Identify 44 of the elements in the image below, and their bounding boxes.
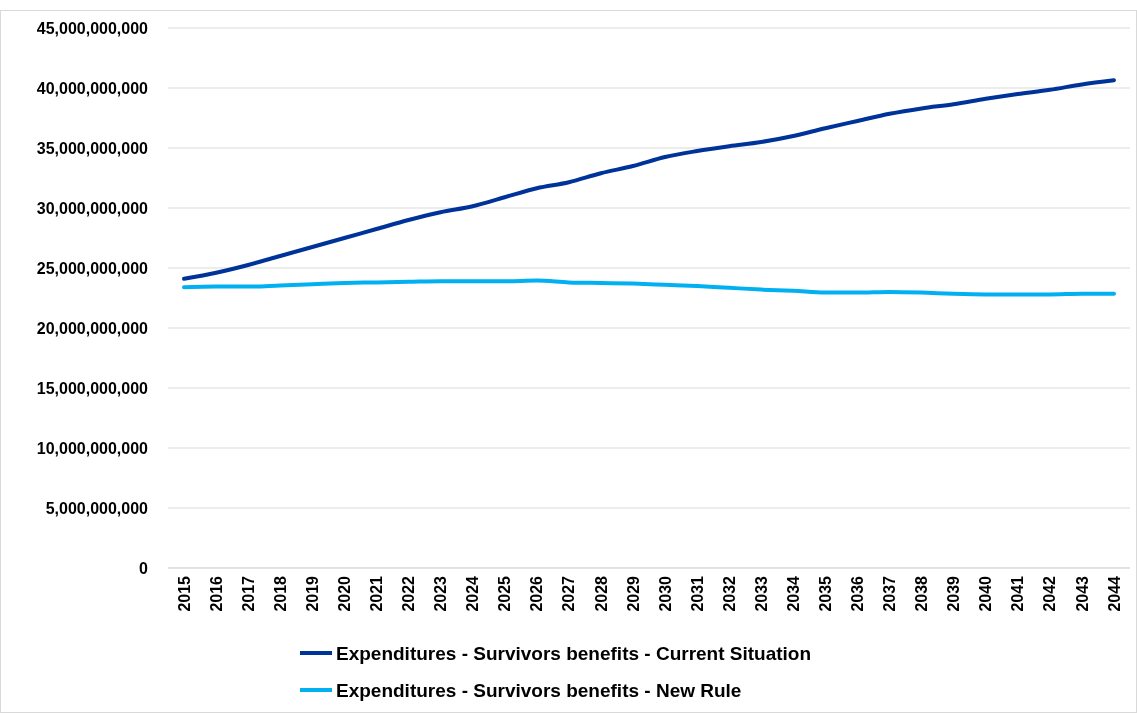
x-tick-label: 2028 [592, 575, 610, 612]
y-tick-label: 40,000,000,000 [36, 79, 149, 97]
x-tick-label: 2029 [624, 575, 642, 612]
x-tick-label: 2036 [849, 575, 867, 612]
x-tick-label: 2040 [977, 575, 995, 612]
x-tick-label: 2023 [432, 575, 450, 612]
x-tick-label: 2034 [784, 575, 802, 612]
line-series [182, 278, 1116, 297]
x-tick-label: 2027 [560, 575, 578, 612]
x-tick-label: 2035 [816, 575, 834, 612]
x-tick-label: 2021 [368, 575, 386, 612]
x-tick-label: 2018 [271, 575, 289, 612]
y-tick-label: 20,000,000,000 [36, 319, 149, 337]
x-tick-label: 2019 [303, 575, 321, 612]
x-tick-label: 2020 [335, 575, 353, 612]
x-tick-label: 2038 [913, 575, 931, 612]
y-tick-label: 25,000,000,000 [36, 259, 149, 277]
y-tick-label: 15,000,000,000 [36, 379, 149, 397]
x-tick-label: 2044 [1105, 575, 1123, 612]
y-tick-label: 35,000,000,000 [36, 139, 149, 157]
y-tick-label: 30,000,000,000 [36, 199, 149, 217]
x-tick-label: 2041 [1009, 575, 1027, 612]
x-tick-label: 2042 [1041, 575, 1059, 612]
y-tick-label: 5,000,000,000 [45, 499, 149, 517]
line-series [182, 78, 1116, 281]
x-tick-label: 2037 [881, 575, 899, 612]
legend-label: Expenditures - Survivors benefits - New Rule [336, 679, 742, 701]
x-tick-label: 2026 [528, 575, 546, 612]
x-tick-label: 2022 [400, 575, 418, 612]
x-tick-label: 2032 [720, 575, 738, 612]
x-tick-label: 2016 [207, 575, 225, 612]
y-tick-label: 0 [139, 559, 149, 577]
x-tick-label: 2043 [1073, 575, 1091, 612]
y-tick-label: 10,000,000,000 [36, 439, 149, 457]
x-tick-label: 2024 [464, 575, 482, 612]
x-tick-label: 2039 [945, 575, 963, 612]
x-tick-label: 2033 [752, 575, 770, 612]
y-tick-label: 45,000,000,000 [36, 19, 149, 37]
x-tick-label: 2017 [239, 575, 257, 612]
x-tick-label: 2025 [496, 575, 514, 612]
x-tick-label: 2015 [175, 575, 193, 612]
x-tick-label: 2030 [656, 575, 674, 612]
x-tick-label: 2031 [688, 575, 706, 612]
legend-label: Expenditures - Survivors benefits - Current Situation [336, 642, 812, 664]
